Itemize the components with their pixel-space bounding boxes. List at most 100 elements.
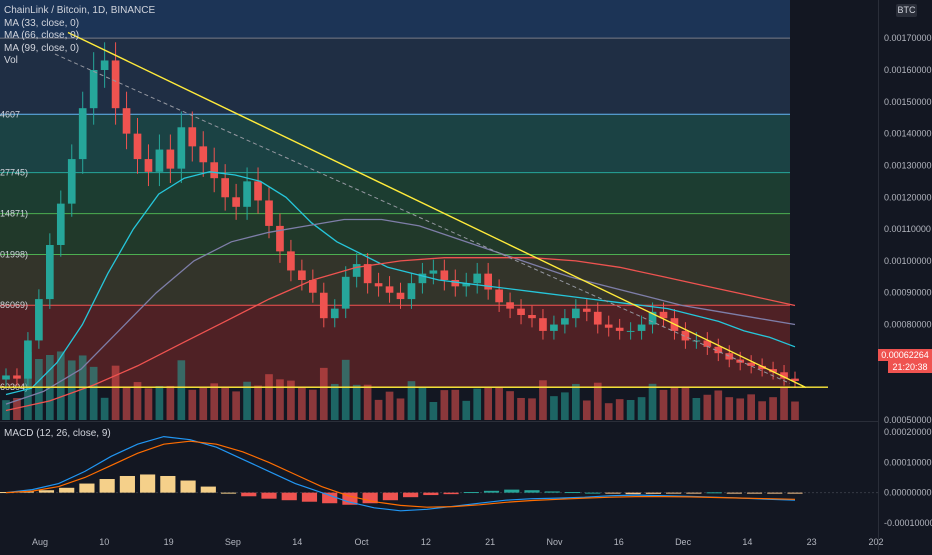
candle [637,315,646,340]
candle [122,91,131,150]
fib-band [0,38,790,115]
volume-bar [484,388,493,420]
candle [232,183,240,220]
moving-average-line [5,218,796,405]
volume-bar [67,360,76,420]
macd-axis-label: 0.00020000 [884,427,932,437]
time-axis-label: 10 [99,537,109,547]
candle-body [276,225,284,252]
macd-legend[interactable]: MACD (12, 26, close, 9) [4,428,111,439]
candle-body [714,346,723,354]
volume-bar [604,403,613,420]
volume-bar [593,382,602,420]
moving-average-line [5,257,796,412]
symbol-title[interactable]: ChainLink / Bitcoin, 1D, BINANCE [4,5,156,16]
candle-body [330,308,339,319]
volume-bar [396,398,405,420]
ma99-legend[interactable]: MA (99, close, 0) [4,42,80,54]
volume-bar [703,394,712,420]
macd-histogram-bar [59,487,75,493]
candle [626,322,635,340]
volume-bar [736,398,745,420]
candle [188,111,197,162]
volume-bar [199,387,208,420]
candle-body [550,324,558,331]
macd-histogram-bar [746,492,763,494]
macd-histogram-bar [443,492,459,495]
candle-body [319,292,328,319]
candle-body [45,245,54,300]
candle [243,167,251,220]
candle-body [298,270,306,280]
price-axis-label: 0.00110000 [884,224,931,234]
volume-bar [330,383,339,420]
candle-body [100,60,109,70]
candle [769,361,777,380]
candle-body [122,108,131,134]
candle [352,253,361,288]
fib-level-label: 01998) [0,250,28,260]
candle-body [352,264,361,277]
time-axis-label: 23 [807,537,817,547]
candle-body [287,251,295,271]
candle [287,239,295,282]
candle [615,318,624,340]
candle [495,279,503,312]
candle-body [254,181,262,201]
volume-bar [341,359,350,420]
candle-body [561,318,569,325]
volume-bar [615,399,624,420]
macd-histogram-bar [382,492,398,501]
candle [35,289,43,349]
macd-histogram-bar [483,490,500,493]
volume-bar [418,386,427,420]
candle-body [133,133,142,160]
fib-level-label: 14871) [0,209,28,219]
bar-countdown: 21:20:38 [888,361,932,373]
candle-body [703,340,712,347]
time-axis-label: 14 [742,537,752,547]
candle [254,167,262,214]
fib-band [0,114,790,173]
macd-histogram-bar [767,492,783,494]
volume-bar [111,365,120,420]
fib-level-label: 4607 [0,109,20,119]
volume-bar [155,386,164,420]
candle [473,262,482,294]
candle [265,187,273,239]
candle [571,299,580,328]
dashed-trendline [54,53,791,384]
candle [539,309,547,340]
candle-body [473,273,482,284]
volume-bar [692,398,701,420]
ma66-legend[interactable]: MA (66, close, 0) [4,30,80,41]
time-axis-label: Oct [355,537,370,547]
fib-level-label: 27745) [0,168,28,178]
volume-bar [648,383,657,420]
candle [78,91,87,174]
candle-body [89,70,98,109]
candle-body [418,273,427,284]
volume-legend[interactable]: Vol [4,55,18,66]
moving-average-line [5,171,796,396]
candle-body [681,330,690,341]
macd-histogram-bar [645,492,661,494]
candle-body [440,270,449,280]
price-axis-label: 0.00080000 [884,320,932,330]
candle-body [539,318,547,331]
macd-histogram-bar [524,490,540,493]
candle-body [166,149,175,169]
volume-bar [13,398,21,420]
volume-bar [539,380,547,420]
candle-body [780,372,788,379]
currency-badge[interactable]: BTC [896,4,917,17]
candle [177,111,186,184]
candle-body [407,283,416,300]
macd-histogram-bar [200,486,216,493]
candle-body [341,276,350,309]
ma33-legend[interactable]: MA (33, close, 0) [4,17,80,29]
candle-body [769,369,777,373]
candle [396,282,405,309]
